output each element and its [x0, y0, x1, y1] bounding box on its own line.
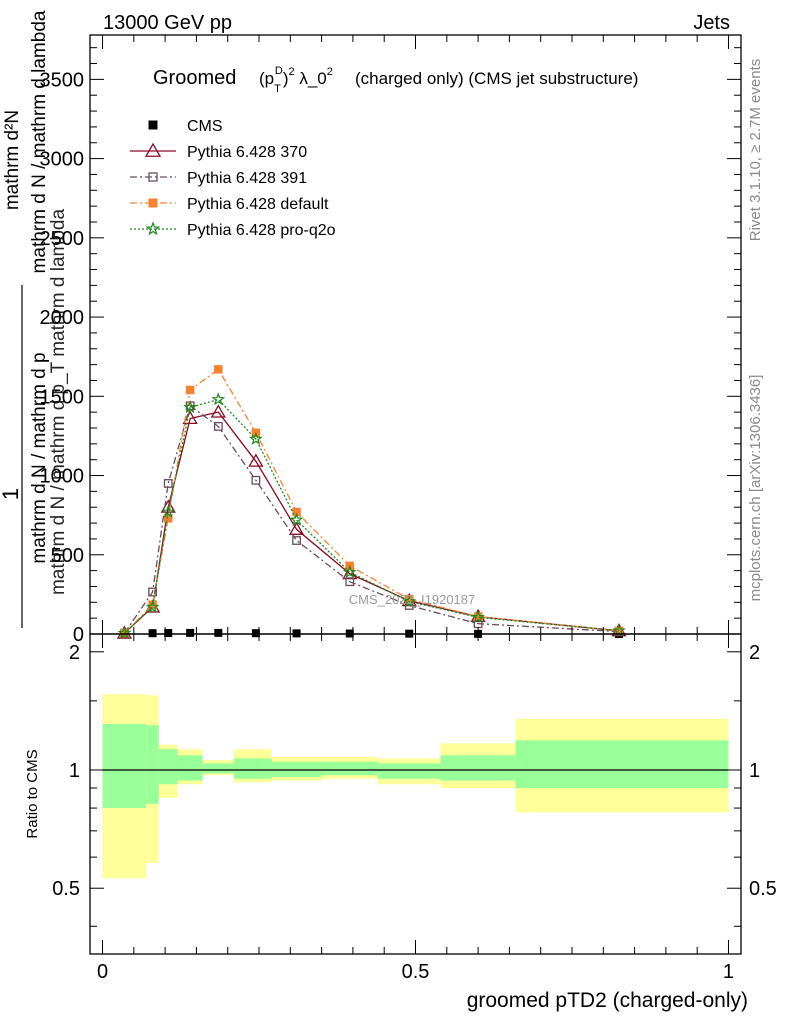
data-point — [145, 599, 160, 613]
ratio-y-tick-label: 0.5 — [52, 878, 80, 900]
data-point — [210, 404, 226, 418]
data-point — [471, 610, 485, 624]
data-point — [251, 629, 260, 638]
main-title: Groomed (pTD)2 λ_02 (charged only) (CMS … — [153, 65, 638, 95]
y-label-d2n: mathrm d²N — [2, 110, 23, 210]
data-point — [117, 625, 132, 640]
header-energy-label: 13000 GeV pp — [103, 12, 232, 34]
legend: CMS Pythia 6.428 370 Pythia 6.428 391 Pythi… — [130, 118, 336, 239]
series-line — [123, 404, 619, 634]
series-pq2o — [117, 392, 626, 640]
legend-label: CMS — [187, 118, 223, 135]
data-point — [342, 564, 357, 578]
ratio-y-tick-label-right: 1 — [749, 760, 760, 782]
data-point — [186, 628, 195, 637]
ratio-band-inner — [377, 763, 441, 779]
ratio-y-tick-label: 2 — [69, 642, 80, 664]
data-point — [612, 623, 626, 637]
data-point — [148, 587, 157, 597]
data-point — [144, 142, 162, 157]
watermark-label: CMS_2021_I1920187 — [349, 592, 476, 607]
legend-entry-pq2o: Pythia 6.428 pro-q2o — [130, 221, 336, 239]
ratio-band-inner — [515, 740, 729, 788]
legend-label: Pythia 6.428 default — [187, 196, 329, 213]
legend-entry-cms: CMS — [148, 118, 223, 135]
data-point — [148, 172, 158, 182]
legend-label: Pythia 6.428 pro-q2o — [187, 222, 336, 239]
y-tick-label: 1000 — [40, 466, 85, 488]
main-y-axis: 0 500 1000 1500 2000 2500 3000 3500 — [40, 35, 741, 646]
ratio-y-tick-label: 1 — [69, 760, 80, 782]
ratio-band-inner — [158, 749, 178, 785]
data-point — [289, 512, 304, 526]
y-label-dn-dp: mathrm d N / mathrm d p — [29, 352, 50, 563]
mcplots-label: mcplots.cern.ch [arXiv:1306.3436] — [747, 375, 764, 602]
data-point — [248, 453, 264, 467]
series-line — [123, 398, 619, 634]
y-tick-label: 3500 — [40, 69, 85, 91]
data-point — [402, 594, 417, 608]
ratio-band-inner — [177, 755, 203, 781]
y-tick-label: 2000 — [40, 307, 85, 329]
data-point — [183, 400, 198, 414]
data-point — [148, 120, 158, 130]
ratio-axes: 0.5 0.5 1 1 2 2 0 0.5 1 — [52, 634, 777, 983]
x-tick-label: 0.5 — [402, 961, 430, 983]
title-formula: (pTD)2 λ_02 — [259, 65, 333, 95]
legend-entry-p391: Pythia 6.428 391 — [130, 170, 307, 187]
y-tick-label: 0 — [73, 624, 84, 646]
x-axis-label: groomed pTD2 (charged-only) — [467, 989, 748, 1012]
main-y-axis-label: 1 mathrm d N / mathrm d p mathrm d N / m… — [0, 10, 69, 628]
data-point — [248, 431, 263, 445]
ratio-panel: 0.5 0.5 1 1 2 2 0 0.5 1 — [52, 633, 777, 983]
main-panel: 0 500 1000 1500 2000 2500 3000 3500 CMS_2021_I1… — [40, 34, 742, 646]
y-label-denominator-top: mathrm d N / mathrm d lambda — [29, 10, 50, 273]
x-tick-label: 1 — [723, 961, 734, 983]
data-point — [251, 475, 261, 485]
ratio-y-label: Ratio to CMS — [24, 749, 41, 838]
title-rest: (charged only) (CMS jet substructure) — [355, 69, 638, 88]
data-point — [214, 365, 223, 374]
ratio-band-inner — [321, 761, 378, 776]
data-point — [148, 198, 158, 208]
data-point — [292, 536, 301, 545]
data-point — [213, 422, 223, 431]
rivet-label: Rivet 3.1.10, ≥ 2.7M events — [747, 59, 764, 242]
data-point — [145, 221, 161, 236]
ratio-band-inner — [102, 723, 147, 809]
y-tick-label: 1500 — [40, 386, 85, 408]
legend-label: Pythia 6.428 391 — [187, 170, 307, 187]
data-point — [148, 629, 157, 638]
data-point — [161, 504, 176, 518]
ratio-band-inner — [146, 725, 159, 804]
ratio-y-tick-label-right: 0.5 — [749, 878, 777, 900]
ratio-band-inner — [271, 761, 322, 777]
title-groomed: Groomed — [153, 67, 236, 89]
ratio-band-inner — [202, 763, 234, 774]
legend-entry-p370: Pythia 6.428 370 — [130, 142, 307, 161]
y-tick-label: 2500 — [40, 228, 85, 250]
legend-label: Pythia 6.428 370 — [187, 144, 307, 161]
data-point — [342, 565, 358, 580]
data-point — [211, 392, 226, 406]
y-tick-label: 500 — [51, 545, 84, 567]
data-point — [164, 629, 173, 638]
header-jets-label: Jets — [693, 12, 730, 34]
x-tick-label: 0 — [97, 961, 108, 983]
data-point — [214, 628, 223, 637]
ratio-band-inner — [233, 758, 272, 779]
ratio-bands — [102, 694, 729, 879]
y-label-dn-dpt-dlambda: mathrm d N / mathrm d p_T mathrm d lambd… — [48, 209, 69, 596]
data-point — [288, 521, 305, 535]
legend-entry-pdefault: Pythia 6.428 default — [130, 196, 329, 213]
data-point — [185, 385, 195, 395]
y-tick-label: 3000 — [40, 149, 85, 171]
data-point — [163, 479, 173, 488]
y-label-one: 1 — [0, 488, 23, 500]
ratio-band-inner — [440, 755, 516, 781]
ratio-y-tick-label-right: 2 — [749, 642, 760, 664]
data-point — [345, 577, 355, 587]
ratio-frame — [89, 633, 742, 955]
